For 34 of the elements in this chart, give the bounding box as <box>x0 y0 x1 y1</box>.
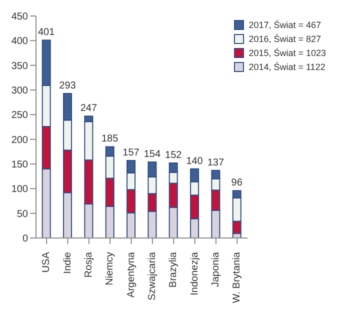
total-label: 185 <box>102 134 119 145</box>
total-label: 140 <box>186 156 204 167</box>
legend-label: 2014, Świat = 1122 <box>248 60 326 74</box>
x-tick-label: W. Brytania <box>232 252 243 304</box>
x-tick-label: Indie <box>62 252 74 274</box>
legend-label: 2016, Świat = 827 <box>248 32 321 46</box>
total-label: 154 <box>144 149 161 160</box>
total-label: 293 <box>59 80 76 92</box>
legend-label: 2015, Świat = 1023 <box>248 46 326 60</box>
total-label: 401 <box>38 27 56 38</box>
x-tick-label: Niemcy <box>104 252 116 286</box>
legend-label: 2017, Świat = 467 <box>248 18 321 32</box>
total-label: 157 <box>122 148 140 159</box>
x-tick-label: Argentyna <box>126 252 137 298</box>
y-tick-label: 450 <box>11 12 28 23</box>
total-label: 152 <box>165 150 182 162</box>
x-tick-label: Brazylia <box>168 252 180 288</box>
total-label: 247 <box>80 103 98 114</box>
x-tick-label: Szwajcaria <box>146 252 158 300</box>
y-tick-label: 350 <box>11 60 28 72</box>
total-label: 96 <box>231 178 243 189</box>
y-tick-label: 50 <box>16 208 28 220</box>
y-tick-label: 100 <box>11 184 28 196</box>
y-tick-label: 300 <box>11 86 28 97</box>
y-tick-label: 250 <box>11 110 28 122</box>
total-label: 137 <box>207 157 224 168</box>
x-tick-label: Rosja <box>83 252 94 278</box>
y-tick-label: 200 <box>11 134 28 146</box>
y-tick-label: 150 <box>11 160 28 171</box>
x-tick-label: Indonezja <box>189 252 200 296</box>
y-tick-label: 0 <box>22 234 28 245</box>
y-tick-label: 400 <box>11 36 28 48</box>
x-tick-label: Japonia <box>210 252 222 288</box>
x-tick-label: USA <box>41 252 52 273</box>
